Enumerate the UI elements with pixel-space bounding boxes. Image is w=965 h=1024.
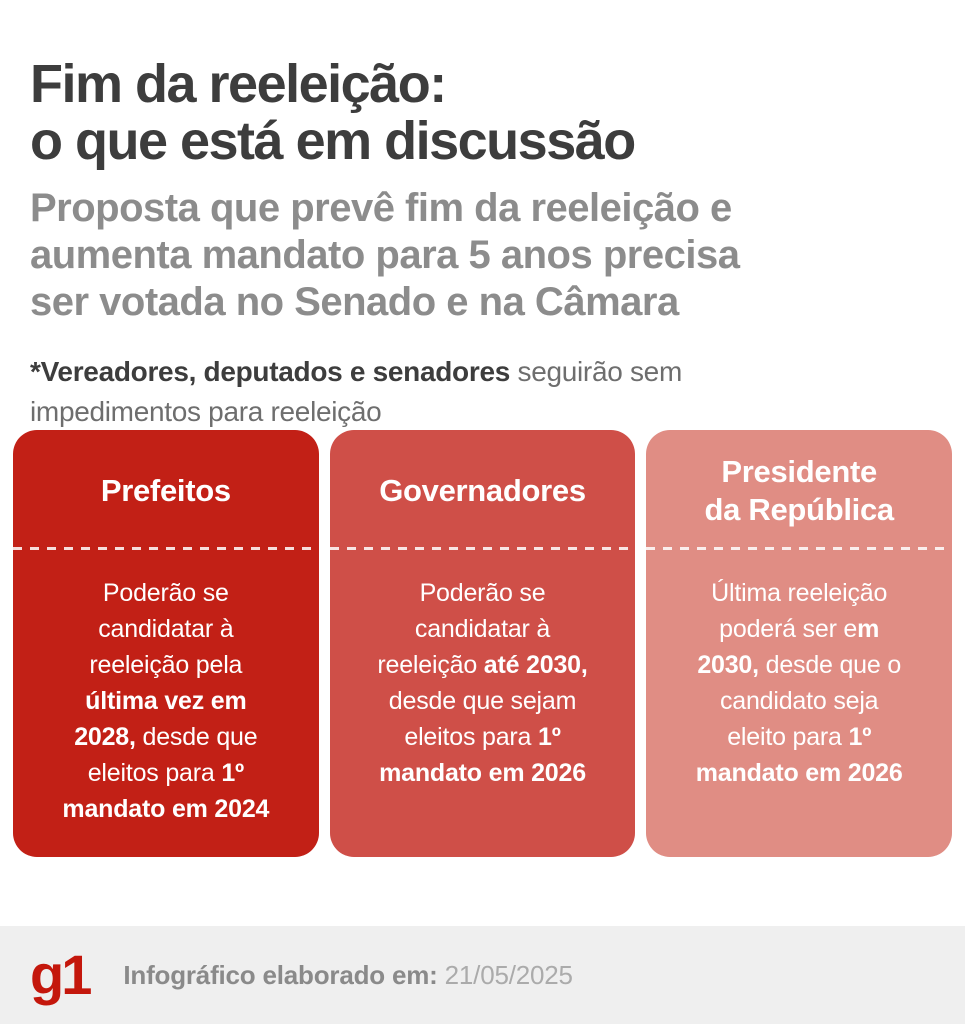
card-presidente: Presidente da República Última reeleição…: [646, 430, 953, 857]
footnote-regular-text-line-2: impedimentos para reeleição: [30, 396, 382, 427]
footnote-regular-text: seguirão sem: [510, 356, 682, 387]
footer-credit-label: Infográfico elaborado em:: [123, 959, 438, 990]
card-governadores-body: Poderão se candidatar à reeleição até 20…: [330, 550, 636, 791]
page-subtitle-line-2: aumenta mandato para 5 anos precisa: [30, 233, 740, 278]
page-title-line-2: o que está em discussão: [30, 111, 636, 172]
card-body-text: desde que sejam eleitos para: [388, 687, 577, 751]
card-body-bold-text: m 2030,: [697, 615, 880, 679]
card-body-text: desde que eleitos para: [87, 723, 258, 787]
g1-logo: g1: [30, 943, 92, 1006]
card-body-text: Poderão se candidatar à reeleição: [377, 579, 551, 679]
page-title-line-1: Fim da reeleição:: [30, 54, 447, 115]
cards-row: Prefeitos Poderão se candidatar à reelei…: [13, 430, 953, 857]
footnote-bold-text: *Vereadores, deputados e senadores: [30, 356, 511, 387]
card-body-bold-text: 1º mandato em 2024: [62, 759, 270, 823]
dashed-divider: [329, 547, 636, 550]
dashed-divider: [13, 547, 319, 550]
card-body-bold-text: 1º mandato em 2026: [695, 723, 903, 787]
card-prefeitos: Prefeitos Poderão se candidatar à reelei…: [13, 430, 319, 857]
footer-credit: Infográfico elaborado em: 21/05/2025: [123, 959, 573, 991]
card-governadores: Governadores Poderão se candidatar à ree…: [329, 430, 636, 857]
page-title: Fim da reeleição: o que está em discussã…: [30, 54, 636, 172]
card-presidente-body: Última reeleição poderá ser em 2030, des…: [646, 550, 952, 791]
card-governadores-title: Governadores: [379, 472, 586, 508]
footer-bar: g1 Infográfico elaborado em: 21/05/2025: [0, 926, 965, 1024]
card-body-bold-text: 1º mandato em 2026: [379, 723, 586, 787]
card-body-text: desde que o candidato seja eleito para: [719, 651, 902, 751]
page-subtitle: Proposta que prevê fim da reeleição e au…: [30, 185, 740, 326]
card-prefeitos-title: Prefeitos: [100, 472, 231, 508]
card-body-text: Última reeleição poderá ser e: [711, 579, 888, 643]
card-body-bold-text: última vez em 2028,: [74, 687, 247, 751]
card-presidente-title: Presidente da República: [704, 453, 895, 527]
dashed-divider: [646, 547, 953, 550]
card-body-text: Poderão se candidatar à reeleição pela: [89, 579, 243, 679]
card-prefeitos-body: Poderão se candidatar à reeleição pela ú…: [13, 550, 319, 827]
footnote: *Vereadores, deputados e senadores segui…: [30, 352, 682, 432]
page-subtitle-line-3: ser votada no Senado e na Câmara: [30, 280, 679, 325]
footer-credit-date: 21/05/2025: [437, 959, 573, 990]
page-subtitle-line-1: Proposta que prevê fim da reeleição e: [30, 186, 732, 231]
card-body-bold-text: até 2030,: [483, 651, 588, 679]
